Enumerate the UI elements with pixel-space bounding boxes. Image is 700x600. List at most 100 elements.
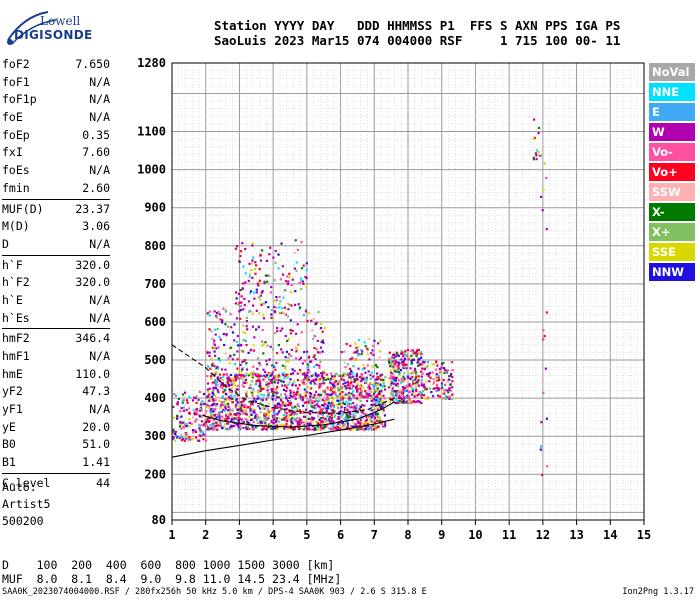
- echo-point: [259, 386, 262, 389]
- echo-point: [272, 422, 275, 425]
- echo-point: [284, 367, 287, 370]
- echo-point: [359, 399, 362, 403]
- echo-point: [311, 329, 314, 332]
- echo-point: [284, 419, 287, 422]
- echo-point: [326, 405, 329, 408]
- echo-point: [379, 378, 382, 381]
- echo-point: [449, 383, 452, 386]
- echo-point: [341, 399, 345, 402]
- echo-point: [312, 365, 316, 368]
- echo-point: [297, 392, 301, 395]
- echo-point: [321, 339, 324, 342]
- legend-entry: Vo+: [649, 163, 695, 181]
- echo-point: [279, 403, 282, 407]
- distance-muf-table: D 100 200 400 600 800 1000 1500 3000 [km…: [2, 558, 341, 586]
- echo-point: [211, 391, 214, 394]
- echo-point: [245, 316, 248, 319]
- echo-point: [259, 398, 262, 401]
- echo-point: [317, 379, 320, 382]
- echo-point: [228, 362, 231, 365]
- echo-point: [415, 400, 418, 403]
- echo-point: [431, 395, 435, 398]
- echo-point: [448, 397, 451, 400]
- echo-point: [541, 473, 544, 477]
- echo-point: [290, 348, 293, 351]
- echo-point: [360, 421, 364, 424]
- echo-point: [349, 402, 352, 406]
- echo-point: [206, 388, 209, 391]
- echo-point: [289, 418, 292, 421]
- echo-point: [237, 421, 240, 424]
- echo-point: [243, 375, 246, 378]
- echo-point: [184, 435, 187, 438]
- echo-point: [262, 387, 265, 390]
- echo-point: [382, 380, 385, 383]
- echo-point: [347, 416, 350, 420]
- echo-point: [210, 426, 213, 429]
- echo-point: [294, 346, 297, 349]
- echo-point: [367, 386, 370, 389]
- echo-point: [296, 248, 299, 251]
- echo-point: [301, 280, 304, 283]
- echo-point: [273, 365, 276, 368]
- echo-point: [268, 382, 271, 385]
- echo-point: [374, 378, 377, 382]
- echo-point: [255, 291, 258, 294]
- echo-point: [410, 349, 413, 352]
- echo-point: [212, 410, 215, 413]
- echo-point: [300, 277, 303, 280]
- echo-point: [312, 406, 315, 409]
- echo-point: [192, 431, 195, 434]
- echo-point: [309, 395, 312, 398]
- echo-point: [327, 412, 331, 415]
- echo-point: [361, 411, 364, 414]
- echo-point: [301, 422, 304, 425]
- echo-point: [308, 388, 311, 391]
- echo-point: [314, 396, 317, 399]
- echo-point: [275, 405, 278, 408]
- echo-point: [287, 383, 290, 386]
- echo-point: [174, 430, 177, 433]
- echo-point: [251, 376, 254, 379]
- echo-point: [340, 415, 343, 418]
- echo-point: [254, 261, 257, 264]
- echo-point: [356, 383, 359, 386]
- echo-point: [356, 378, 359, 381]
- echo-point: [221, 415, 224, 418]
- echo-point: [413, 395, 416, 398]
- echo-point: [543, 334, 546, 338]
- echo-point: [289, 424, 292, 427]
- echo-point: [412, 358, 415, 361]
- echo-point: [250, 269, 253, 272]
- echo-point: [440, 369, 443, 372]
- echo-point: [238, 310, 241, 313]
- x-tick-label: 8: [404, 528, 411, 542]
- echo-point: [195, 413, 198, 416]
- echo-point: [366, 364, 369, 367]
- echo-point: [217, 367, 220, 370]
- echo-point: [261, 397, 264, 400]
- echo-point: [326, 415, 329, 418]
- echo-point: [208, 393, 211, 396]
- echo-point: [532, 137, 535, 141]
- echo-point: [278, 396, 281, 399]
- echo-point: [291, 422, 294, 425]
- echo-point: [347, 373, 350, 376]
- echo-point: [451, 380, 454, 383]
- echo-point: [436, 383, 439, 386]
- echo-point: [288, 380, 291, 384]
- echo-point: [243, 405, 246, 409]
- echo-point: [211, 337, 214, 340]
- echo-point: [306, 422, 309, 425]
- echo-point: [258, 362, 261, 365]
- echo-point: [302, 264, 305, 267]
- echo-point: [282, 380, 285, 383]
- echo-point: [294, 303, 297, 306]
- param-value: N/A: [89, 92, 110, 107]
- echo-point: [231, 358, 234, 361]
- echo-point: [323, 406, 327, 409]
- echo-point: [398, 371, 401, 374]
- echo-point: [414, 386, 417, 389]
- echo-point: [304, 392, 307, 395]
- echo-point: [446, 369, 450, 372]
